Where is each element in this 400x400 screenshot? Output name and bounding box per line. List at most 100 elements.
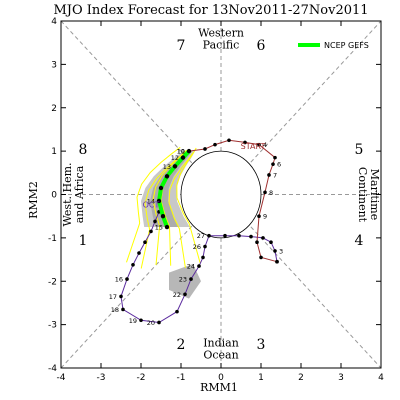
- point-label: 26: [193, 243, 201, 251]
- point-label: 20: [147, 319, 155, 327]
- y-tick-label: -3: [48, 321, 57, 331]
- series-point: [203, 147, 207, 151]
- series-point: [201, 255, 205, 260]
- series-point: [259, 255, 263, 260]
- month-annotation: OCT: [143, 201, 160, 210]
- series-point: [153, 219, 157, 224]
- series-point: [273, 249, 277, 253]
- x-axis-label: RMM1: [200, 381, 238, 394]
- region-label-line: and Africa: [73, 165, 86, 223]
- series-point: [207, 233, 211, 238]
- series-layer: [119, 138, 279, 325]
- point-label: 15: [155, 224, 163, 232]
- point-label: 18: [111, 306, 119, 314]
- series-point: [223, 233, 227, 238]
- point-label: 13: [163, 163, 171, 171]
- x-tick-label: -1: [177, 373, 186, 383]
- y-axis-label: RMM2: [27, 181, 40, 219]
- region-label-line: Continent: [356, 167, 369, 223]
- phase-label: 4: [355, 233, 364, 249]
- region-label: West. Hem. and Africa: [61, 162, 86, 226]
- series-point: [275, 259, 279, 264]
- series-point: [143, 240, 147, 245]
- ensemble-member-line: [176, 147, 201, 264]
- series-point: [263, 190, 267, 195]
- series-line: [188, 139, 278, 263]
- series-point: [257, 142, 261, 147]
- phase-label: 2: [177, 337, 186, 353]
- series-point: [164, 174, 170, 179]
- phase-label: 5: [355, 142, 364, 158]
- point-label: 7: [273, 171, 277, 179]
- series-point: [175, 309, 179, 314]
- series-point: [237, 233, 241, 238]
- point-label: 12: [171, 154, 179, 162]
- series-point: [186, 148, 192, 154]
- ensemble-member-line: [126, 146, 181, 263]
- phase-label: 8: [79, 142, 88, 158]
- series-point: [180, 155, 186, 160]
- ensemble-member-line: [140, 153, 184, 269]
- phase-label: 3: [257, 337, 266, 353]
- series-point: [189, 277, 193, 281]
- point-label: 8: [269, 189, 273, 197]
- point-label: 19: [129, 317, 137, 325]
- spread-tail: [169, 263, 201, 299]
- series-point: [213, 142, 217, 147]
- x-tick-label: -3: [97, 373, 106, 383]
- x-tick-label: 0: [218, 373, 224, 383]
- phase-label: 1: [79, 233, 88, 249]
- point-label: 27: [197, 232, 205, 240]
- series-point: [273, 155, 277, 160]
- unit-circle: [180, 150, 262, 239]
- series-point: [271, 162, 275, 166]
- x-tick-label: 4: [378, 373, 384, 383]
- point-label: 24: [187, 263, 195, 271]
- diagonal-line: [60, 20, 382, 369]
- point-label: 17: [109, 293, 117, 301]
- y-tick-label: 2: [51, 104, 57, 114]
- series-point: [257, 214, 261, 218]
- y-tick-label: 0: [51, 191, 57, 201]
- series-point: [125, 277, 129, 281]
- point-label: 14: [147, 198, 155, 206]
- x-tick-label: 2: [298, 373, 304, 383]
- series-point: [121, 307, 125, 312]
- series-point: [267, 173, 271, 177]
- series-point: [261, 236, 265, 240]
- series-point: [269, 240, 273, 245]
- point-label: 9: [263, 213, 267, 221]
- point-label: 11: [177, 148, 185, 156]
- region-label-line: Pacific: [203, 38, 240, 51]
- region-label-line: Maritime: [368, 169, 381, 220]
- month-annotation: START: [241, 142, 266, 151]
- x-tick-label: -2: [137, 373, 146, 383]
- series-point: [255, 240, 259, 245]
- legend: NCEP GEFS: [298, 41, 369, 50]
- point-label: 16: [115, 276, 123, 284]
- region-label-line: Ocean: [203, 348, 238, 361]
- series-point: [183, 292, 187, 297]
- point-label: 3: [279, 247, 283, 255]
- x-tick-label: -4: [57, 373, 66, 383]
- chart-title: MJO Index Forecast for 13Nov2011-27Nov20…: [53, 3, 368, 18]
- series-point: [139, 318, 143, 323]
- region-label-line: Western: [198, 26, 244, 39]
- series-point: [160, 213, 166, 219]
- region-label-line: West. Hem.: [61, 162, 74, 226]
- y-tick-label: -2: [48, 277, 57, 287]
- series-point: [243, 140, 247, 145]
- y-tick-label: 4: [51, 17, 57, 27]
- x-tick-label: 3: [338, 373, 344, 383]
- ensemble-members: [126, 146, 201, 269]
- series-point: [131, 262, 135, 267]
- series-point: [149, 229, 153, 234]
- ensemble-member-line: [168, 152, 194, 268]
- ensemble-member-line: [152, 149, 187, 266]
- series-point: [137, 251, 141, 255]
